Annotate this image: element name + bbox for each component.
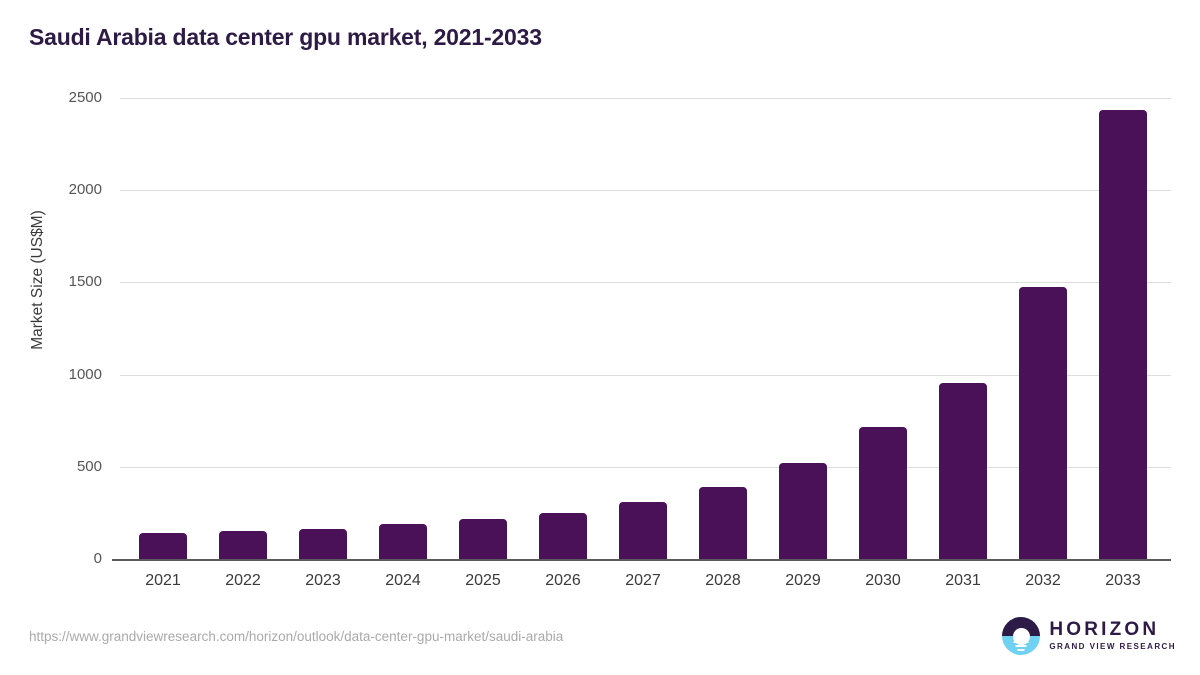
bar[interactable] — [139, 533, 187, 559]
page-title: Saudi Arabia data center gpu market, 202… — [29, 24, 542, 50]
logo-ray-3 — [1017, 649, 1025, 651]
bar[interactable] — [459, 519, 507, 559]
y-axis-tick-label: 0 — [93, 550, 102, 567]
horizon-sun-logo-icon — [1002, 617, 1041, 655]
gridline — [120, 466, 1171, 468]
x-axis-tick-label: 2022 — [225, 572, 261, 589]
x-axis-tick-label: 2025 — [465, 572, 501, 589]
x-axis-tick-label: 2033 — [1105, 572, 1141, 589]
bar[interactable] — [1099, 110, 1147, 559]
logo-wordmark: HORIZON — [1049, 619, 1160, 641]
x-axis-tick-label: 2027 — [625, 572, 661, 589]
y-axis-tick-label: 1000 — [68, 365, 102, 383]
bar[interactable] — [379, 523, 427, 559]
gridline — [120, 374, 1171, 376]
bar[interactable] — [1019, 287, 1067, 559]
x-axis-tick-label: 2032 — [1025, 572, 1061, 589]
logo-ray-1 — [1013, 641, 1029, 643]
bar[interactable] — [939, 383, 987, 559]
x-axis-tick-label: 2031 — [945, 572, 981, 589]
y-axis-tick-label: 500 — [76, 457, 102, 475]
y-axis-tick-label: 2000 — [68, 181, 102, 199]
bar[interactable] — [619, 502, 667, 559]
x-axis-tick-label: 2021 — [145, 572, 181, 589]
logo-ray-2 — [1015, 645, 1027, 647]
logo-text-block: HORIZON GRAND VIEW RESEARCH — [1049, 620, 1176, 652]
y-axis-tick-label: 2500 — [68, 89, 102, 106]
x-axis-line — [112, 559, 1171, 561]
plot-area — [120, 98, 1171, 559]
x-axis-tick-label: 2029 — [785, 572, 821, 589]
gridline — [120, 98, 1171, 99]
logo-upper-half — [1002, 617, 1041, 636]
bar[interactable] — [859, 426, 907, 559]
bar[interactable] — [539, 512, 587, 559]
x-axis-tick-label: 2026 — [545, 572, 581, 589]
x-axis-tick-label: 2023 — [305, 572, 341, 589]
gridline — [120, 282, 1171, 284]
x-axis-tick-label: 2030 — [865, 572, 901, 589]
x-axis-tick-label: 2028 — [705, 572, 741, 589]
logo-subtitle: GRAND VIEW RESEARCH — [1049, 642, 1176, 652]
bar[interactable] — [779, 463, 827, 559]
x-axis-tick-label: 2024 — [385, 572, 421, 589]
bar[interactable] — [219, 530, 267, 559]
logo-sun-circle — [1012, 627, 1030, 645]
horizon-logo[interactable]: HORIZON GRAND VIEW RESEARCH — [1002, 616, 1176, 656]
bar[interactable] — [699, 487, 747, 559]
source-url[interactable]: https://www.grandviewresearch.com/horizo… — [29, 629, 564, 644]
gridline — [120, 190, 1171, 192]
y-axis-tick-label: 1500 — [68, 273, 102, 291]
bar[interactable] — [299, 528, 347, 559]
